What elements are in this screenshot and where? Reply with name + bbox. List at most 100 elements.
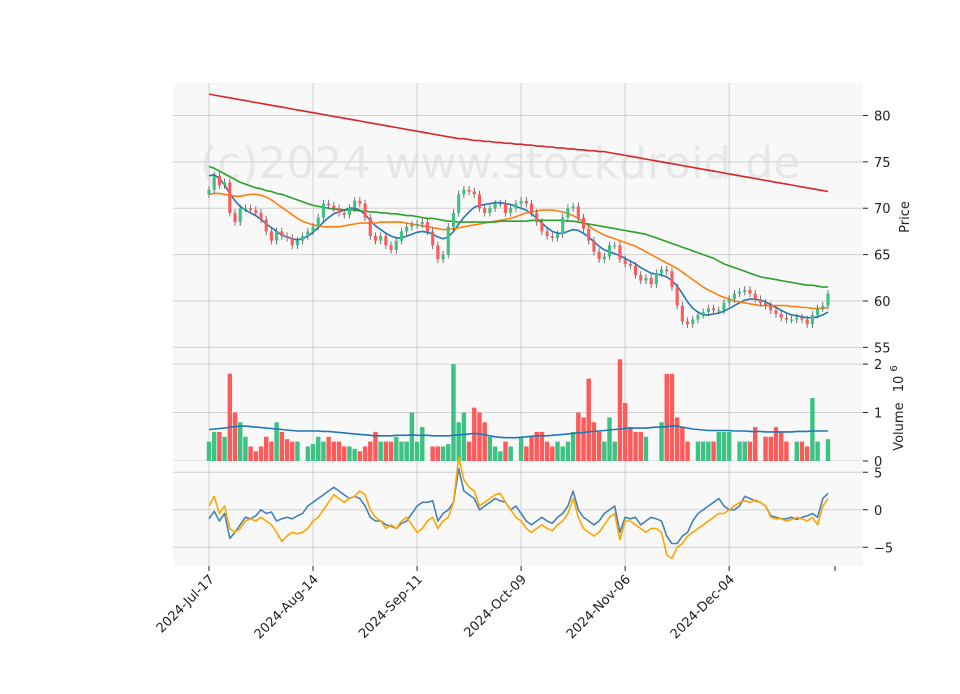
- volume-bar: [534, 431, 539, 461]
- candle-body: [441, 254, 445, 260]
- candle-body: [457, 194, 461, 213]
- candle-body: [795, 317, 799, 320]
- candle-body: [680, 305, 684, 322]
- candle: [665, 265, 669, 276]
- candle: [342, 209, 346, 219]
- volume-bar: [695, 441, 701, 461]
- candle-body: [758, 299, 762, 303]
- price-panel: [173, 83, 863, 352]
- candle: [316, 213, 320, 231]
- candle: [769, 301, 773, 314]
- candle-body: [784, 317, 788, 320]
- volume-average: [208, 425, 828, 439]
- volume-bar: [737, 441, 742, 461]
- volume-bar: [284, 439, 290, 461]
- candle-body: [748, 289, 752, 294]
- candle-body: [280, 231, 284, 237]
- candle-body: [342, 212, 346, 215]
- candle-body: [509, 208, 513, 213]
- candle-body: [373, 236, 378, 241]
- volume-bar: [456, 422, 461, 461]
- volume-bar: [680, 427, 685, 461]
- candle: [280, 227, 284, 240]
- candle: [337, 204, 341, 217]
- volume-bar: [357, 451, 363, 461]
- candle: [321, 199, 325, 222]
- volume-bar: [206, 441, 212, 461]
- price-axis-title: Price: [898, 201, 913, 233]
- candle-body: [581, 217, 586, 229]
- candle: [295, 236, 299, 250]
- candle: [607, 241, 612, 261]
- candle-body: [514, 203, 518, 209]
- candle-body: [587, 228, 591, 241]
- volume-bar: [222, 436, 227, 461]
- x-tick-label: 2024-Jul-17: [154, 572, 218, 636]
- volume-bar: [305, 446, 311, 461]
- volume-bar: [581, 417, 586, 461]
- candle: [758, 295, 762, 307]
- volume-bar: [482, 422, 487, 461]
- watermark-text: (c)2024 www.stockdroid.de: [200, 138, 800, 189]
- volume-bar: [217, 431, 222, 461]
- candle: [670, 267, 674, 291]
- candle: [405, 223, 409, 236]
- candle: [379, 232, 383, 245]
- volume-bar: [602, 441, 607, 461]
- candle-body: [602, 256, 606, 260]
- candle-body: [363, 203, 367, 218]
- macd-panel-background: [173, 461, 863, 566]
- candle: [327, 199, 331, 210]
- volume-bar: [810, 398, 815, 461]
- volume-bar: [440, 446, 446, 461]
- candle: [764, 299, 768, 310]
- candle-body: [503, 203, 508, 213]
- candle-body: [477, 194, 482, 209]
- volume-axis: 0 1 2: [863, 358, 882, 470]
- volume-bar: [237, 422, 243, 461]
- candle-body: [223, 182, 227, 186]
- candle-body: [753, 293, 757, 300]
- volume-bar: [617, 359, 623, 461]
- volume-bar: [331, 441, 337, 461]
- volume-bar: [435, 446, 441, 461]
- candle-body: [243, 208, 247, 210]
- y-tick-label: 70: [874, 202, 891, 217]
- volume-bar: [295, 441, 300, 461]
- candle: [529, 199, 534, 217]
- candle: [701, 308, 705, 319]
- candle: [457, 190, 461, 217]
- candle: [425, 218, 430, 236]
- volume-bar: [347, 446, 352, 461]
- volume-bar: [492, 446, 498, 461]
- candle-body: [384, 236, 388, 246]
- candle-body: [810, 314, 814, 325]
- volume-bar: [368, 441, 373, 461]
- candle-body: [524, 200, 528, 204]
- candle: [441, 250, 445, 263]
- candle-body: [628, 263, 632, 266]
- candle-body: [727, 299, 731, 303]
- volume-bar: [560, 446, 565, 461]
- candle-body: [493, 203, 497, 209]
- volume-bar: [498, 451, 503, 461]
- volume-axis-title: Volume 10 6: [889, 365, 907, 451]
- candle: [654, 269, 658, 288]
- candle-body: [764, 302, 768, 306]
- candle-body: [566, 208, 570, 218]
- candle: [712, 304, 716, 314]
- candle-body: [254, 210, 258, 213]
- volume-bar: [596, 431, 602, 461]
- candle-body: [519, 200, 523, 204]
- candle-body: [529, 203, 534, 213]
- candle: [394, 236, 398, 254]
- candle-body: [311, 226, 315, 232]
- volume-bar: [784, 441, 789, 461]
- candle-body: [259, 212, 263, 220]
- candle: [217, 172, 221, 189]
- candle-body: [264, 219, 268, 232]
- candle: [493, 199, 497, 212]
- candle-body: [425, 222, 430, 232]
- candle: [311, 223, 315, 236]
- candle-body: [639, 275, 643, 281]
